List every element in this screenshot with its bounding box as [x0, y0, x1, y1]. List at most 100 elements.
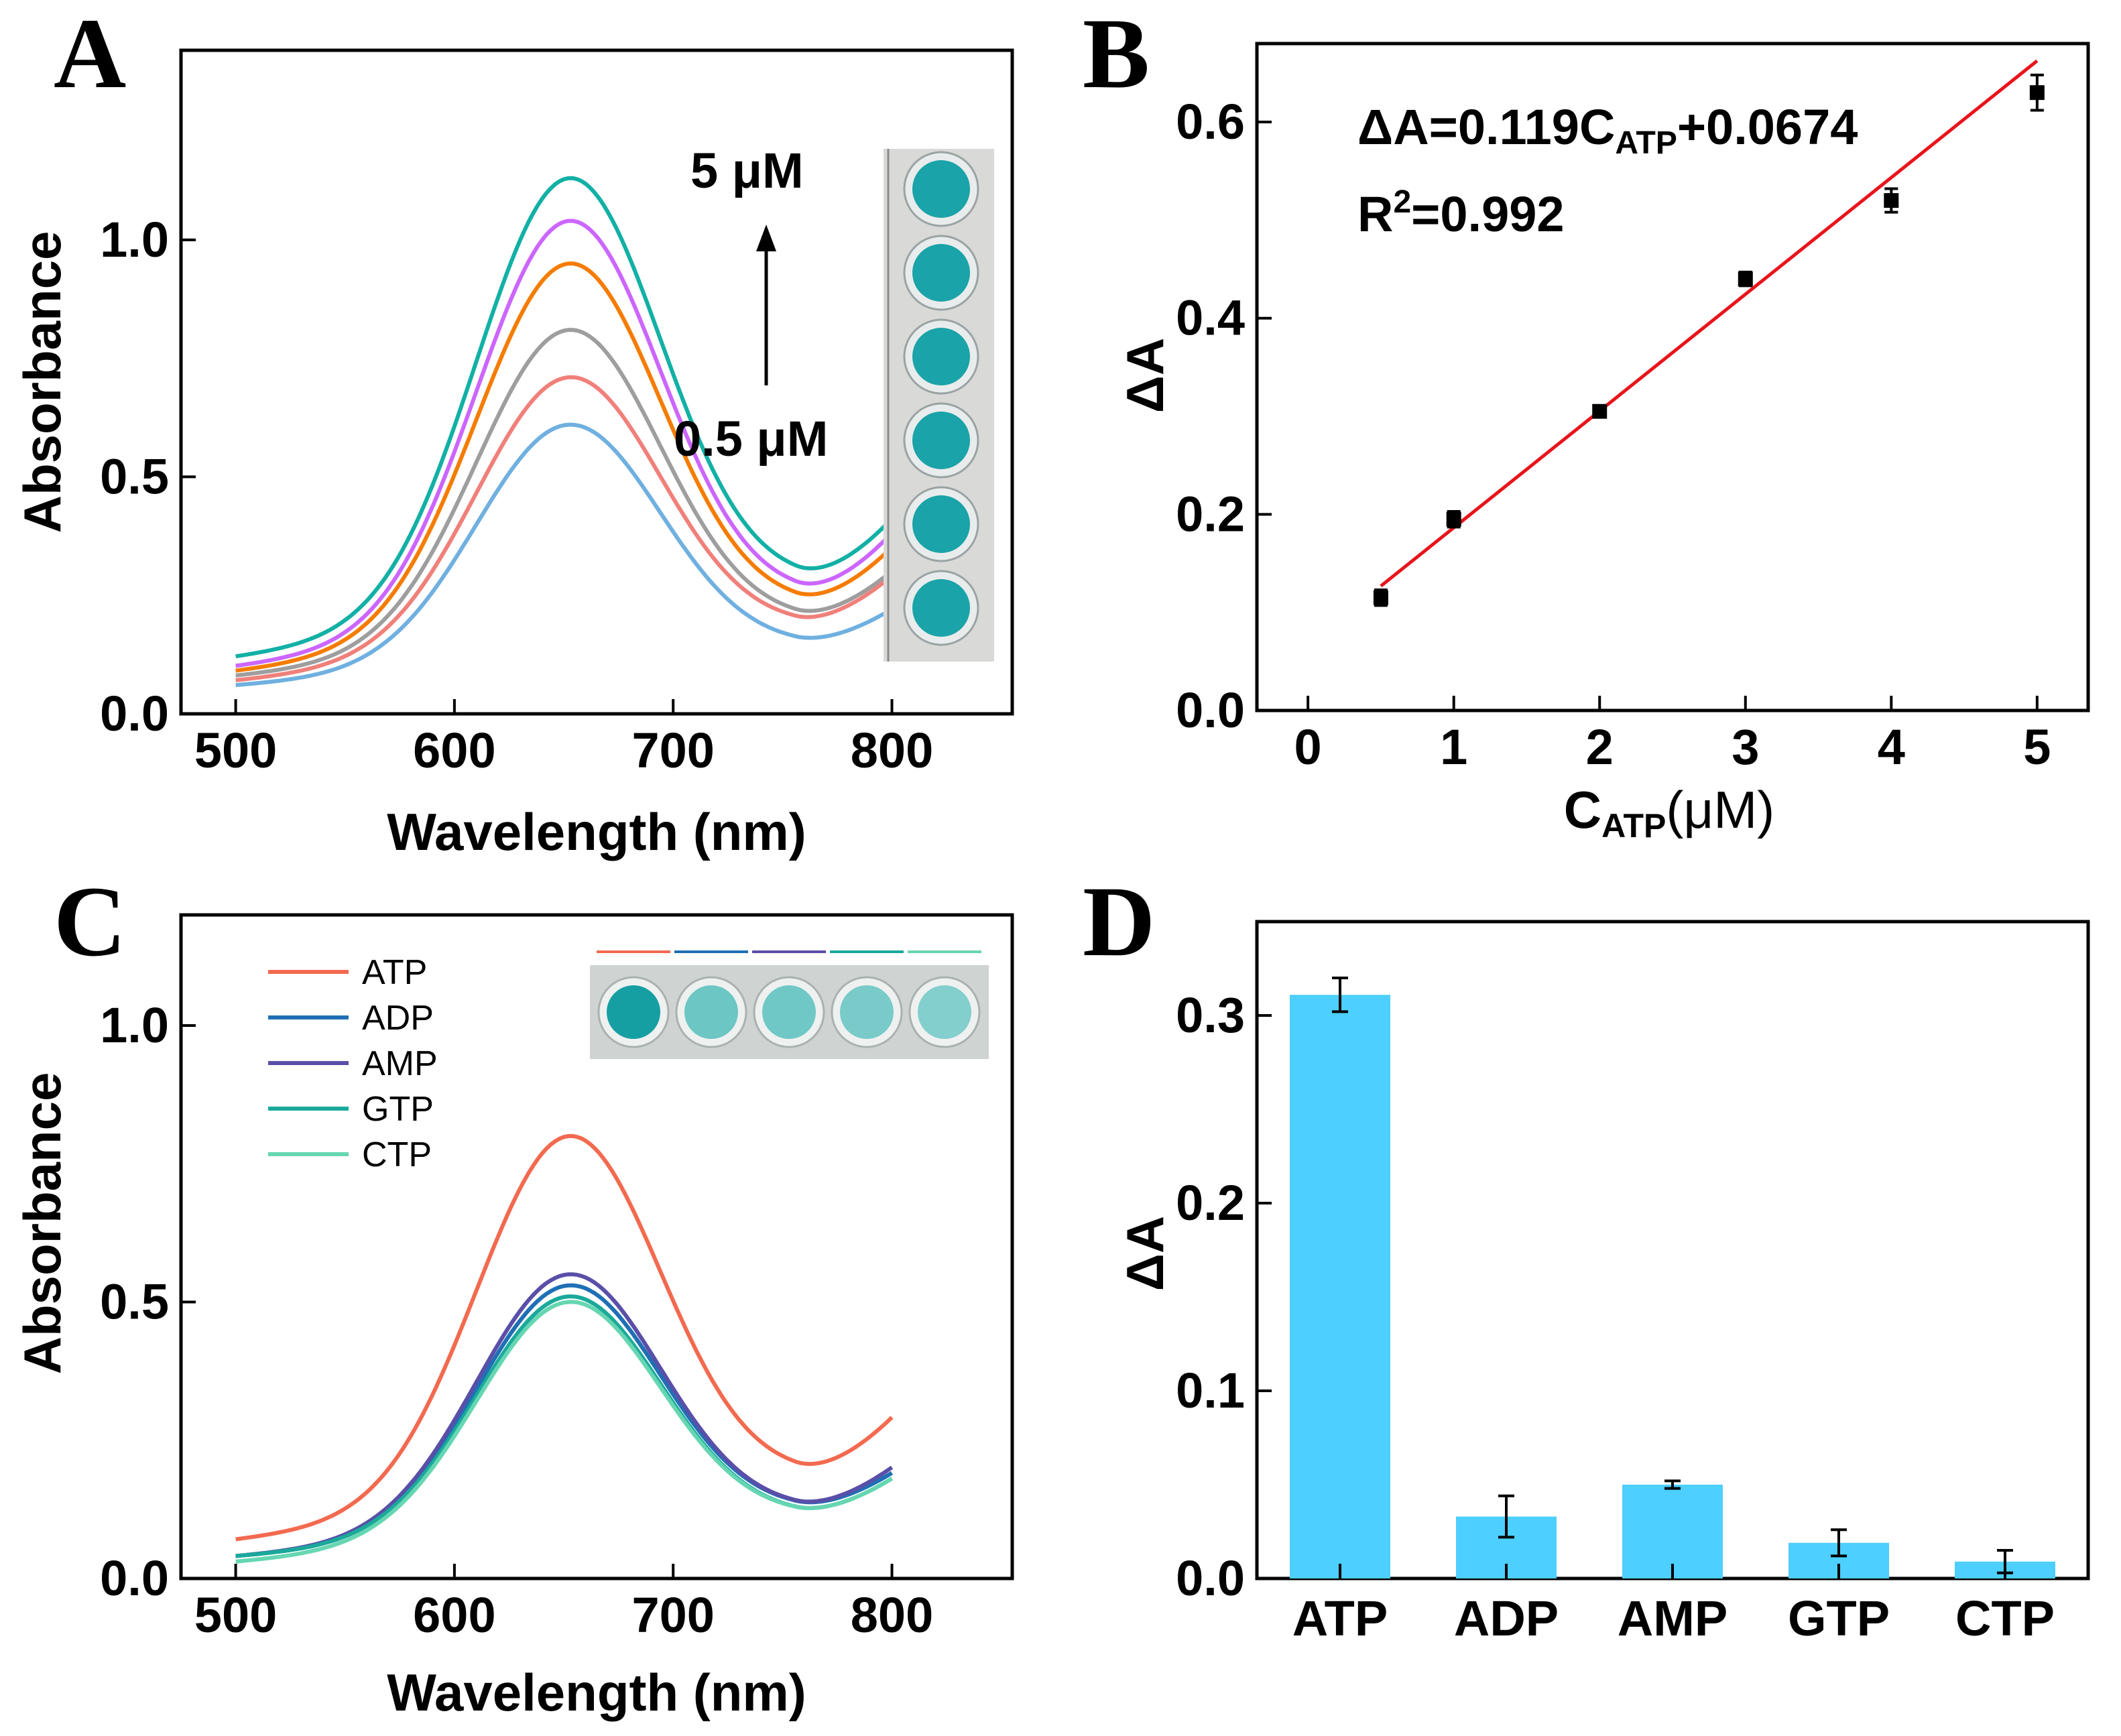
- panel-d-ytick-label: 0.3: [1176, 987, 1245, 1043]
- bar-amp: [1622, 1485, 1723, 1578]
- panel-a-inset-photo: [884, 149, 994, 662]
- panel-a-x-ticks: 500 600 700 800: [194, 699, 933, 778]
- panel-b-xtick-label: 0: [1294, 719, 1322, 775]
- panel-c-xtick-label: 800: [851, 1587, 933, 1643]
- panel-a-y-ticks: 0.0 0.5 1.0: [100, 212, 196, 741]
- panel-b-point: [1884, 193, 1899, 208]
- panel-a-xtick-label: 500: [194, 723, 277, 778]
- panel-a-xtick-label: 700: [631, 723, 714, 778]
- panel-b-xtick-label: 1: [1440, 719, 1467, 775]
- bar-atp: [1290, 995, 1390, 1578]
- panel-c-legend: ATP ADP AMP GTP CTP: [268, 953, 438, 1174]
- panel-d-y-ticks: 0.0 0.1 0.2 0.3: [1176, 987, 1272, 1606]
- panel-c-curves: [235, 1133, 894, 1564]
- panel-b-point: [1738, 271, 1753, 287]
- legend-label: GTP: [362, 1090, 434, 1129]
- panel-a-ytick-label: 1.0: [100, 212, 169, 267]
- increase-arrow: [756, 225, 776, 385]
- panel-c-curve-atp: [235, 1133, 894, 1542]
- panel-a-ytick-label: 0.5: [100, 448, 169, 504]
- panel-a-frame: [179, 48, 1014, 716]
- legend-label: CTP: [362, 1135, 432, 1174]
- well-solution: [912, 412, 970, 469]
- panel-b-xtick-label: 5: [2023, 719, 2051, 775]
- panel-a-curve-5-m: [235, 176, 894, 659]
- annotation-5um: 5 μM: [690, 143, 804, 198]
- panel-d-xtick-label: GTP: [1788, 1591, 1890, 1646]
- panel-b-ytick-label: 0.6: [1176, 94, 1245, 149]
- panel-c-inset-photo: [590, 950, 989, 1059]
- panel-c-curve-gtp: [235, 1294, 894, 1558]
- panel-c-ytick-label: 0.5: [100, 1274, 169, 1330]
- well-solution: [762, 985, 816, 1039]
- panel-d-ytick-label: 0.0: [1176, 1550, 1245, 1606]
- panel-c-x-label: Wavelength (nm): [387, 1663, 806, 1722]
- panel-b-x-ticks: 0 1 2 3 4 5: [1294, 696, 2051, 775]
- well-solution: [684, 985, 738, 1039]
- well-solution: [918, 985, 971, 1039]
- panel-c-ytick-label: 1.0: [100, 997, 169, 1053]
- legend-label: AMP: [362, 1044, 438, 1083]
- panel-d-y-label: ΔA: [1115, 1216, 1174, 1291]
- panel-b-fit-line: [1380, 59, 2039, 588]
- panel-b-xtick-label: 3: [1732, 719, 1759, 775]
- panel-b-point: [1373, 590, 1388, 605]
- panel-b-ytick-label: 0.2: [1176, 486, 1245, 542]
- panel-c-y-ticks: 0.0 0.5 1.0: [100, 997, 196, 1606]
- panel-d-xtick-label: ATP: [1292, 1591, 1388, 1646]
- panel-d-bars: ATP ADP AMP GTP CTP: [1290, 977, 2055, 1646]
- panel-b-xtick-label: 2: [1586, 719, 1614, 775]
- well-solution: [912, 579, 970, 637]
- panel-c-xtick-label: 500: [194, 1587, 277, 1643]
- panel-b: B 0.0 0.2 0.4 0.6 0 1 2 3 4 5 ΔA CATP(μM) ΔA=0.1…: [1083, 0, 2090, 845]
- panel-label-c: C: [54, 866, 126, 977]
- panel-d-xtick-label: AMP: [1618, 1591, 1728, 1646]
- panel-b-ytick-label: 0.0: [1176, 682, 1245, 738]
- annotation-0-5um: 0.5 μM: [674, 411, 828, 467]
- panel-c-xtick-label: 700: [631, 1587, 714, 1643]
- panel-a-xtick-label: 800: [851, 723, 933, 778]
- panel-c-frame: [179, 913, 1014, 1580]
- panel-a-curve-2-m: [235, 328, 894, 678]
- panel-b-point: [1446, 511, 1461, 527]
- well-solution: [912, 328, 970, 385]
- panel-d-ytick-label: 0.2: [1176, 1175, 1245, 1231]
- well-solution: [607, 985, 660, 1039]
- panel-d-xtick-label: ADP: [1454, 1591, 1559, 1646]
- well-solution: [912, 244, 970, 302]
- panel-a-xtick-label: 600: [413, 723, 495, 778]
- panel-b-point: [2029, 85, 2045, 101]
- panel-b-ytick-label: 0.4: [1176, 290, 1245, 346]
- panel-c-xtick-label: 600: [413, 1587, 495, 1643]
- panel-a-curve-3-m: [235, 261, 894, 673]
- panel-b-equation: ΔA=0.119CATP+0.0674: [1357, 99, 1858, 161]
- panel-a-y-label: Absorbance: [13, 231, 72, 534]
- panel-b-r-squared: R2=0.992: [1357, 184, 1565, 242]
- panel-b-frame: [1255, 42, 2090, 712]
- legend-label: ATP: [362, 953, 427, 992]
- panel-b-points: [1373, 73, 2045, 607]
- panel-label-d: D: [1083, 866, 1155, 977]
- panel-c-curve-ctp: [235, 1300, 894, 1564]
- panel-a-curve-4-m: [235, 219, 894, 668]
- panel-a-curve-1-m: [235, 375, 894, 682]
- panel-b-y-ticks: 0.0 0.2 0.4 0.6: [1176, 94, 1272, 738]
- panel-a-curve-0-5-m: [235, 422, 894, 688]
- well-solution: [912, 160, 970, 218]
- panel-a-curves: [235, 176, 894, 688]
- panel-label-a: A: [54, 0, 126, 109]
- panel-b-x-label: CATP(μM): [1564, 780, 1775, 845]
- panel-a-x-label: Wavelength (nm): [387, 802, 806, 861]
- panel-c: C 0.0 0.5 1.0 500 600 700 800 ATP ADP AMP GTP CTP…: [13, 866, 1014, 1722]
- panel-c-y-label: Absorbance: [13, 1072, 72, 1375]
- panel-c-x-ticks: 500 600 700 800: [194, 1564, 933, 1643]
- legend-label: ADP: [362, 999, 434, 1038]
- panel-a-ytick-label: 0.0: [100, 686, 169, 741]
- panel-b-point: [1592, 404, 1608, 419]
- panel-label-b: B: [1083, 0, 1150, 109]
- well-solution: [840, 985, 894, 1039]
- panel-d: D 0.0 0.1 0.2 0.3 ATP ADP AMP GTP CTP ΔA: [1083, 866, 2090, 1646]
- panel-b-xtick-label: 4: [1878, 719, 1905, 775]
- panel-d-xtick-label: CTP: [1955, 1591, 2055, 1646]
